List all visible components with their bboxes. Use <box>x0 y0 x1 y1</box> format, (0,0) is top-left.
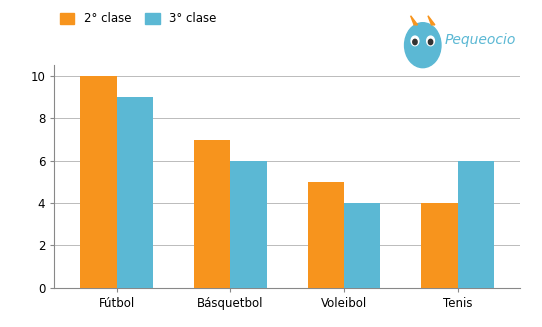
Bar <box>308 182 344 288</box>
Legend: 2° clase, 3° clase: 2° clase, 3° clase <box>60 12 216 26</box>
Bar <box>80 76 117 288</box>
Circle shape <box>411 36 419 46</box>
Bar <box>344 203 380 288</box>
Circle shape <box>413 39 417 45</box>
Text: Pequeocio: Pequeocio <box>444 33 516 47</box>
Bar <box>117 97 153 288</box>
Polygon shape <box>411 16 417 25</box>
Circle shape <box>427 36 435 46</box>
Circle shape <box>404 23 441 68</box>
Bar <box>422 203 458 288</box>
Bar <box>230 161 267 288</box>
Polygon shape <box>428 16 435 25</box>
Circle shape <box>428 39 433 45</box>
Bar <box>194 140 230 288</box>
Bar <box>458 161 494 288</box>
